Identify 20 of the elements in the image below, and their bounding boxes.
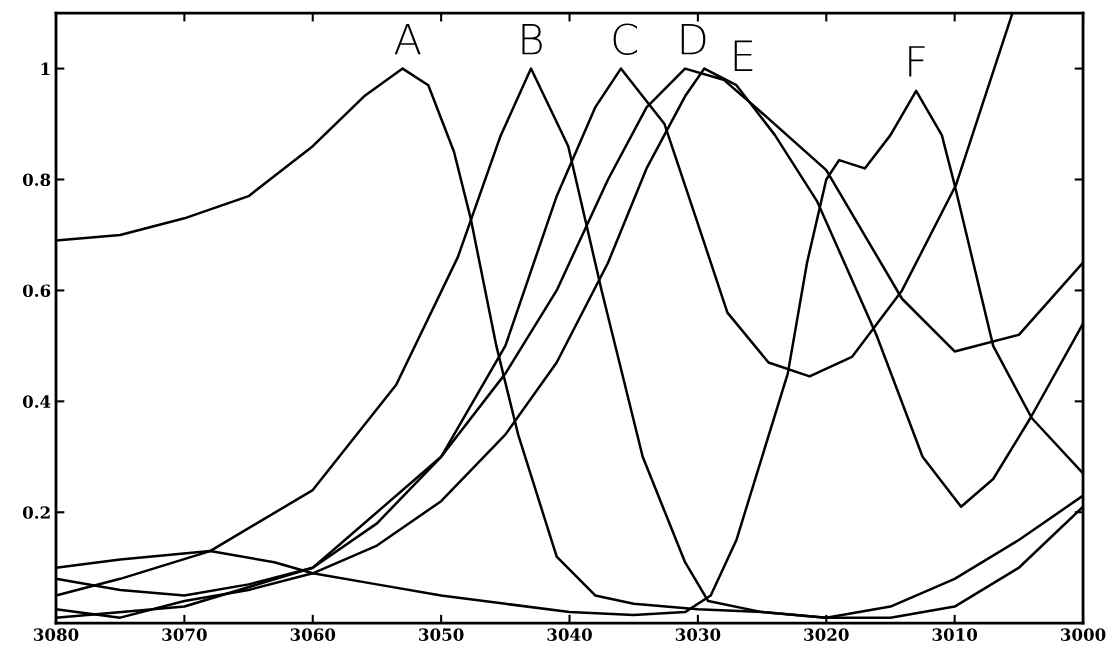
x-tick-label: 3010 [932, 628, 978, 641]
x-tick-label: 3070 [162, 628, 207, 641]
y-tick-label: 1 [41, 62, 50, 75]
annotation: E [734, 40, 753, 71]
y-tick-label: 0.6 [22, 284, 51, 297]
x-tick-label: 3040 [547, 628, 592, 641]
annotation: B [522, 23, 542, 55]
x-tick-label: 3050 [419, 628, 464, 641]
x-tick-label: 3000 [1061, 628, 1106, 641]
x-tick-label: 3020 [804, 628, 849, 641]
y-tick-label: 0.8 [22, 173, 51, 187]
annotation: F [909, 46, 925, 77]
y-tick-label: 0.4 [22, 395, 51, 408]
x-tick-label: 3060 [290, 628, 336, 641]
annotation: C [613, 23, 638, 55]
annotation: A [394, 23, 421, 55]
x-tick-label: 3080 [33, 628, 79, 641]
annotation: D [681, 23, 706, 55]
x-tick-label: 3030 [675, 628, 721, 641]
y-tick-label: 0.2 [22, 506, 50, 519]
